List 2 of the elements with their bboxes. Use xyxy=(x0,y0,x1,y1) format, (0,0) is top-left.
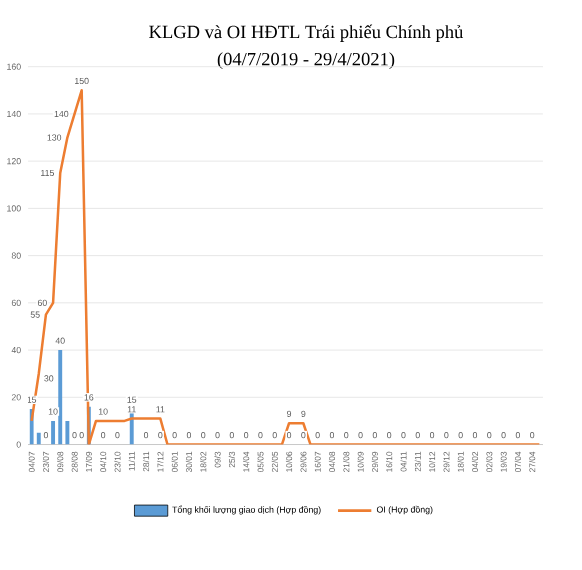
chart-subtitle: (04/7/2019 - 29/4/2021) xyxy=(217,52,395,70)
chart-title: KLGD và OI HĐTL Trái phiếu Chính phủ xyxy=(149,24,464,43)
